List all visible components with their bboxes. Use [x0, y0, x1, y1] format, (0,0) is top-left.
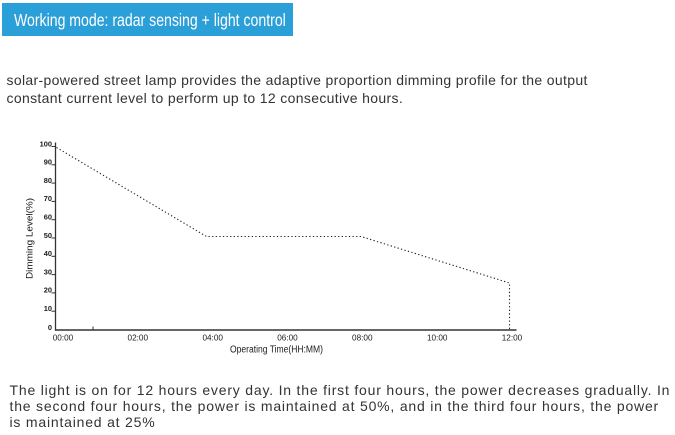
svg-text:0: 0 [48, 323, 52, 332]
svg-text:06:00: 06:00 [277, 334, 298, 343]
svg-text:12:00: 12:00 [502, 334, 523, 343]
svg-text:50: 50 [44, 231, 52, 240]
svg-text:Operating Time(HH:MM): Operating Time(HH:MM) [230, 345, 323, 356]
svg-text:40: 40 [44, 249, 52, 258]
svg-text:10:00: 10:00 [427, 334, 448, 343]
svg-text:00:00: 00:00 [53, 334, 74, 343]
svg-text:60: 60 [44, 213, 52, 222]
svg-text:10: 10 [44, 304, 52, 313]
svg-text:04:00: 04:00 [202, 334, 223, 343]
svg-text:08:00: 08:00 [352, 334, 373, 343]
svg-text:80: 80 [44, 176, 52, 185]
svg-text:20: 20 [44, 286, 52, 295]
svg-text:Dimming Level(%): Dimming Level(%) [25, 198, 36, 279]
svg-text:70: 70 [44, 194, 52, 203]
svg-text:30: 30 [44, 267, 52, 276]
svg-text:90: 90 [44, 158, 52, 167]
svg-text:02:00: 02:00 [128, 334, 149, 343]
svg-text:100: 100 [40, 139, 52, 148]
